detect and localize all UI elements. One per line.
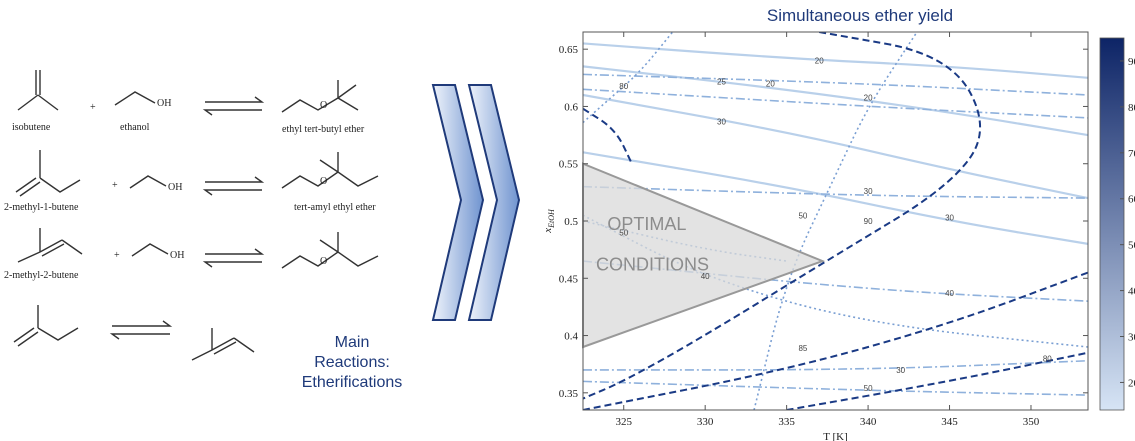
oh-label-1: OH <box>157 98 171 109</box>
contour-label-1-1: 20 <box>864 93 873 102</box>
contour-dashdot-1-5 <box>583 381 1088 395</box>
y-tick-label-2: 0.45 <box>559 273 579 285</box>
colorbar-tick-label-3: 50 <box>1128 240 1135 252</box>
reactant-label-2: 2-methyl-1-butene <box>4 202 79 213</box>
ethanol-structure-2 <box>130 176 166 188</box>
contour-label-0-3: 30 <box>945 214 954 223</box>
chevron-arrows <box>425 80 535 330</box>
contour-label-3-2: 85 <box>798 344 807 353</box>
colorbar-tick-label-7: 90 <box>1128 56 1135 68</box>
caption-line-3: Etherifications <box>282 373 422 393</box>
optimal-label-line-2: CONDITIONS <box>596 254 709 274</box>
isobutene-structure <box>18 70 58 110</box>
reactant-label-3: 2-methyl-2-butene <box>4 270 79 281</box>
taee-structure <box>282 152 378 188</box>
oxygen-atom-1: O <box>320 100 327 111</box>
ethanol-structure-3 <box>132 244 168 256</box>
product-label-2: tert-amyl ethyl ether <box>294 202 376 213</box>
x-tick-label-2: 335 <box>778 416 795 428</box>
contour-dashdot-1-0 <box>583 74 1088 95</box>
contour-label-3-0: 90 <box>864 217 873 226</box>
main-reactions-caption: Main Reactions: Etherifications <box>282 333 422 393</box>
plus-sign-2: + <box>112 180 118 191</box>
contour-label-1-3: 40 <box>945 289 954 298</box>
colorbar-tick-label-5: 70 <box>1128 148 1135 160</box>
x-tick-label-5: 350 <box>1023 416 1040 428</box>
equilibrium-arrow-3 <box>205 249 262 267</box>
colorbar-tick-label-1: 30 <box>1128 332 1135 344</box>
2-methyl-1-butene-structure-2 <box>14 305 78 346</box>
y-tick-label-1: 0.4 <box>564 331 578 343</box>
plus-sign-1: + <box>90 102 96 113</box>
y-tick-label-6: 0.65 <box>559 44 579 56</box>
coreactant-label-1: ethanol <box>120 122 150 133</box>
colorbar-tick-label-0: 20 <box>1128 377 1135 389</box>
chevron-1 <box>433 85 483 320</box>
caption-line-2: Reactions: <box>282 353 422 373</box>
colorbar-tick-label-6: 80 <box>1128 102 1135 114</box>
contour-dashdot-1-1 <box>583 89 1088 118</box>
contour-label-2-3: 50 <box>619 228 628 237</box>
colorbar-tick-label-4: 60 <box>1128 194 1135 206</box>
reactant-label-1: isobutene <box>12 122 51 133</box>
contour-solid-0-2 <box>583 95 1088 198</box>
plus-sign-3: + <box>114 250 120 261</box>
product-label-1: ethyl tert-butyl ether <box>282 124 365 135</box>
y-axis-label-sub: EtOH <box>547 208 556 229</box>
contour-label-0-0: 20 <box>815 57 824 66</box>
contour-label-0-1: 25 <box>717 77 726 86</box>
equilibrium-arrow-1 <box>205 97 262 115</box>
contour-label-2-0: 80 <box>619 82 628 91</box>
equilibrium-arrow-4 <box>112 321 170 339</box>
contour-label-1-4: 30 <box>896 366 905 375</box>
caption-line-1: Main <box>282 333 422 353</box>
y-tick-label-0: 0.35 <box>559 388 579 400</box>
contour-label-2-2: 40 <box>701 272 710 281</box>
colorbar-tick-label-2: 40 <box>1128 286 1135 298</box>
colorbar <box>1100 38 1124 410</box>
contour-label-3-3: 80 <box>1043 354 1052 363</box>
ethanol-structure-1 <box>115 92 155 105</box>
2-methyl-2-butene-structure <box>18 228 82 262</box>
contour-label-0-2: 30 <box>717 117 726 126</box>
x-axis-label: T [K] <box>823 431 848 441</box>
equilibrium-arrow-2 <box>205 177 262 195</box>
oh-label-2: OH <box>168 182 182 193</box>
oh-label-3: OH <box>170 250 184 261</box>
2-methyl-1-butene-structure <box>16 150 80 196</box>
oxygen-atom-3: O <box>320 256 327 267</box>
contour-label-2-1: 50 <box>798 211 807 220</box>
x-tick-label-0: 325 <box>615 416 632 428</box>
contour-label-1-0: 20 <box>766 80 775 89</box>
taee-structure-2 <box>282 232 378 268</box>
x-tick-label-4: 345 <box>941 416 958 428</box>
oxygen-atom-2: O <box>320 176 327 187</box>
contour-label-1-2: 30 <box>864 187 873 196</box>
x-tick-label-3: 340 <box>860 416 877 428</box>
y-tick-label-4: 0.55 <box>559 159 579 171</box>
contour-label-1-5: 50 <box>864 384 873 393</box>
2-methyl-2-butene-structure-2 <box>192 328 254 360</box>
contour-chart: OPTIMAL CONDITIONS 20 25 30 30 20 20 30 40 30 50 8… <box>530 0 1135 441</box>
y-tick-label-3: 0.5 <box>564 216 578 228</box>
x-tick-label-1: 330 <box>697 416 714 428</box>
y-tick-label-5: 0.6 <box>564 101 578 113</box>
y-axis-label: xEtOH <box>542 208 556 234</box>
